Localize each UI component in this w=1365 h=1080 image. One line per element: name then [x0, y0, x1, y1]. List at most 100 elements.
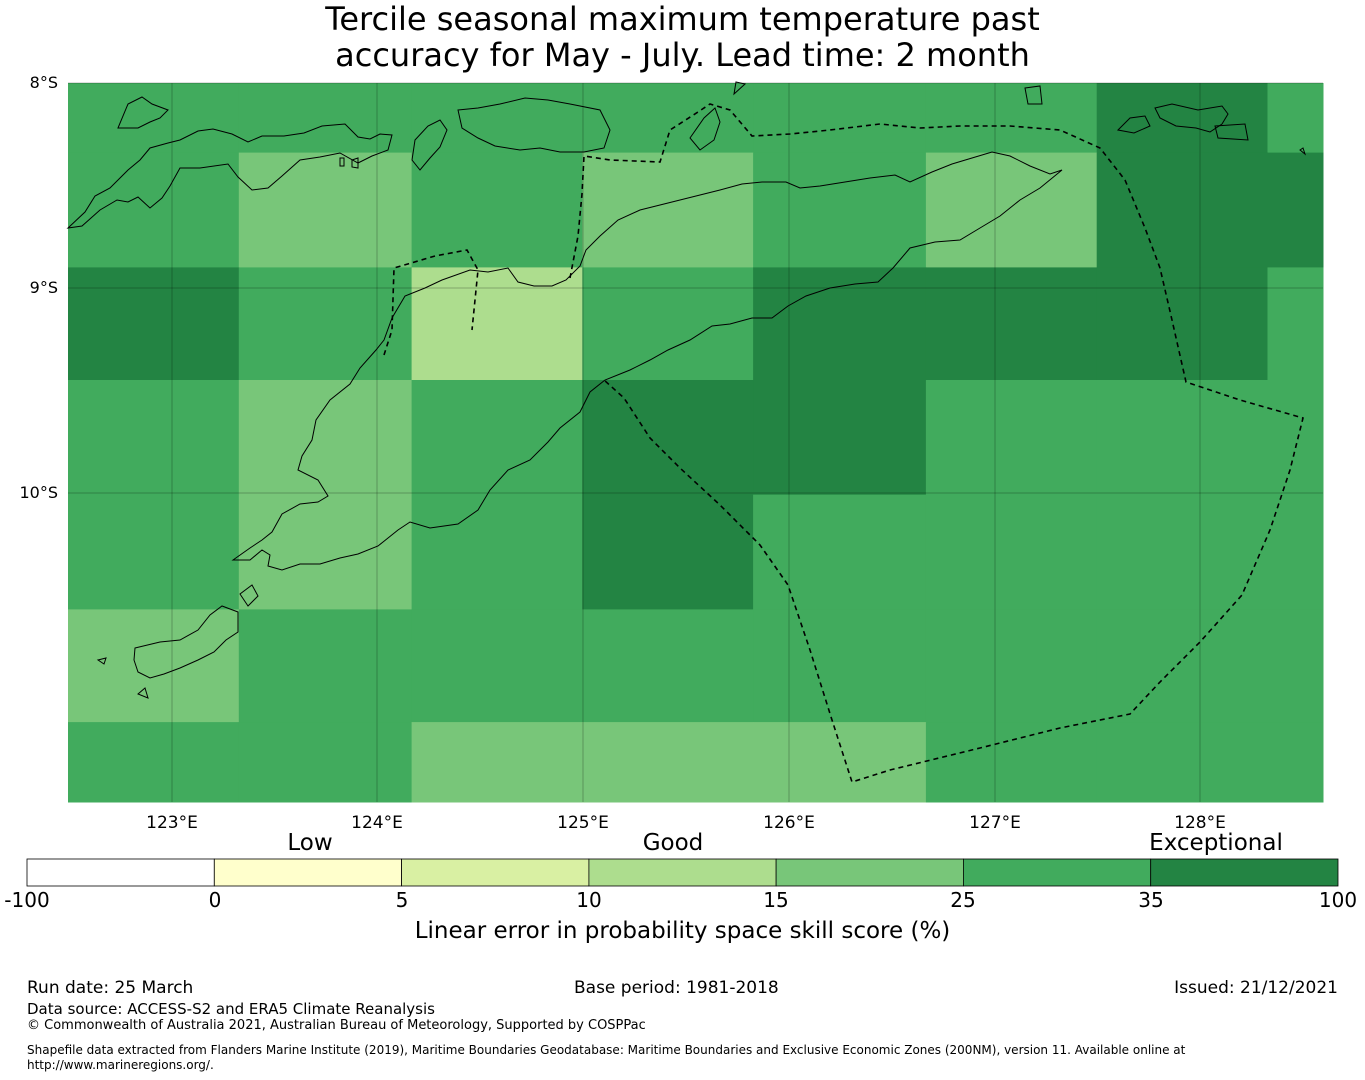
- coast-pantar: [411, 119, 448, 171]
- skill-cell-r6-c2: [411, 722, 583, 803]
- skill-cell-r2-c1: [238, 267, 413, 381]
- lon-label-128e: 128°E: [1174, 813, 1226, 833]
- coast-tiny-2: [339, 157, 345, 167]
- colorbar-category-exceptional: Exceptional: [1149, 830, 1283, 856]
- run-date: Run date: 25 March: [27, 978, 194, 998]
- skill-cell-r5-c5: [925, 609, 1098, 723]
- skill-cell-r1-c6: [1096, 152, 1268, 268]
- skill-cell-r5-c7: [1267, 609, 1324, 723]
- lon-label-124e: 124°E: [351, 813, 403, 833]
- colorbar-tick-5: 25: [950, 888, 976, 912]
- skill-cell-r1-c3: [582, 152, 754, 268]
- skill-cell-r0-c1: [238, 83, 413, 154]
- skill-cell-r2-c7: [1267, 267, 1324, 381]
- skill-cell-r3-c4: [753, 380, 927, 496]
- lon-label-125e: 125°E: [557, 813, 609, 833]
- skill-cell-r3-c5: [925, 380, 1098, 496]
- colorbar-segments: [26, 858, 1339, 887]
- lon-label-123e: 123°E: [146, 813, 198, 833]
- colorbar-segment-0: [26, 858, 215, 887]
- skill-cell-r4-c0: [68, 494, 240, 610]
- coast-rote-main: [133, 605, 239, 679]
- skill-cell-r4-c1: [238, 494, 413, 610]
- skill-cell-r3-c1: [238, 380, 413, 496]
- skill-cell-r4-c5: [925, 494, 1098, 610]
- colorbar-tick-7: 100: [1318, 888, 1358, 912]
- skill-cell-r1-c1: [238, 152, 413, 268]
- skill-cell-r0-c5: [925, 83, 1098, 154]
- coast-lakor: [1214, 123, 1249, 141]
- skill-cell-r5-c0: [68, 609, 240, 723]
- skill-cell-r6-c5: [925, 722, 1098, 803]
- issued-date: Issued: 21/12/2021: [1174, 978, 1338, 998]
- skill-cell-r1-c4: [753, 152, 927, 268]
- colorbar-label: Linear error in probability space skill …: [414, 918, 951, 944]
- skill-cell-r2-c3: [582, 267, 754, 381]
- skill-cell-r1-c2: [411, 152, 583, 268]
- chart-title-line-1: Tercile seasonal maximum temperature pas…: [325, 0, 1040, 38]
- lon-label-126e: 126°E: [763, 813, 815, 833]
- skill-cell-r1-c0: [68, 152, 240, 268]
- skill-cell-r2-c2: [411, 267, 583, 381]
- coast-rote: [239, 584, 259, 607]
- skill-cell-r0-c4: [753, 83, 927, 154]
- skill-cell-r5-c4: [753, 609, 927, 723]
- coast-ndao-2: [96, 657, 107, 665]
- skill-cell-r4-c6: [1096, 494, 1268, 610]
- colorbar-tick-3: 10: [576, 888, 602, 912]
- coast-ndao: [137, 687, 149, 699]
- coast-alor: [66, 123, 393, 229]
- skill-cell-r1-c5: [925, 152, 1098, 268]
- colorbar-tick-4: 15: [763, 888, 789, 912]
- colorbar-tick-6: 35: [1138, 888, 1164, 912]
- map-gridlines: [68, 82, 1323, 802]
- skill-cell-r3-c6: [1096, 380, 1268, 496]
- colorbar-segment-6: [1150, 858, 1339, 887]
- skill-cell-r0-c0: [68, 83, 240, 154]
- colorbar-segment-5: [963, 858, 1152, 887]
- skill-cell-r6-c3: [582, 722, 754, 803]
- skill-cell-r0-c6: [1096, 83, 1268, 154]
- skill-cell-r3-c7: [1267, 380, 1324, 496]
- skill-cell-r3-c0: [68, 380, 240, 496]
- skill-cell-r0-c2: [411, 83, 583, 154]
- colorbar-segment-2: [401, 858, 590, 887]
- coast-tiny-1: [351, 157, 359, 169]
- coast-tiny-4: [1299, 147, 1307, 156]
- boundary-timor-leste-eez: [569, 103, 1304, 784]
- chart-title-line-2: accuracy for May - July. Lead time: 2 mo…: [335, 36, 1030, 74]
- data-source: Data source: ACCESS-S2 and ERA5 Climate …: [27, 1000, 435, 1018]
- coast-moa: [1154, 103, 1229, 133]
- skill-cell-r5-c2: [411, 609, 583, 723]
- skill-cell-r6-c0: [68, 722, 240, 803]
- skill-cell-r2-c5: [925, 267, 1098, 381]
- shapefile-credit-line-1: Shapefile data extracted from Flanders M…: [27, 1043, 1186, 1057]
- colorbar-segment-1: [213, 858, 403, 887]
- coast-alor-north: [117, 96, 169, 129]
- coast-atauro: [689, 107, 721, 151]
- skill-cell-r6-c7: [1267, 722, 1324, 803]
- skill-cell-r6-c1: [238, 722, 413, 803]
- colorbar-segment-3: [588, 858, 777, 887]
- skill-cell-r1-c7: [1267, 152, 1324, 268]
- lat-label-9s: 9°S: [29, 278, 58, 297]
- skill-cell-r4-c4: [753, 494, 927, 610]
- skill-cell-r2-c6: [1096, 267, 1268, 381]
- skill-cell-r5-c3: [582, 609, 754, 723]
- skill-cell-r4-c3: [582, 494, 754, 610]
- copyright: © Commonwealth of Australia 2021, Austra…: [27, 1018, 646, 1033]
- skill-cell-r6-c4: [753, 722, 927, 803]
- shapefile-credit-line-2: http://www.marineregions.org/.: [27, 1058, 214, 1072]
- lat-label-8s: 8°S: [29, 73, 58, 92]
- skill-cell-r5-c1: [238, 609, 413, 723]
- skill-grid-cells: [68, 83, 1324, 803]
- maritime-boundaries: [383, 103, 1304, 784]
- colorbar-category-good: Good: [642, 830, 704, 856]
- lat-label-10s: 10°S: [19, 483, 58, 502]
- coast-leti: [1116, 115, 1151, 134]
- skill-cell-r4-c2: [411, 494, 583, 610]
- coastlines: [66, 81, 1307, 699]
- coast-tiny-3: [733, 81, 747, 96]
